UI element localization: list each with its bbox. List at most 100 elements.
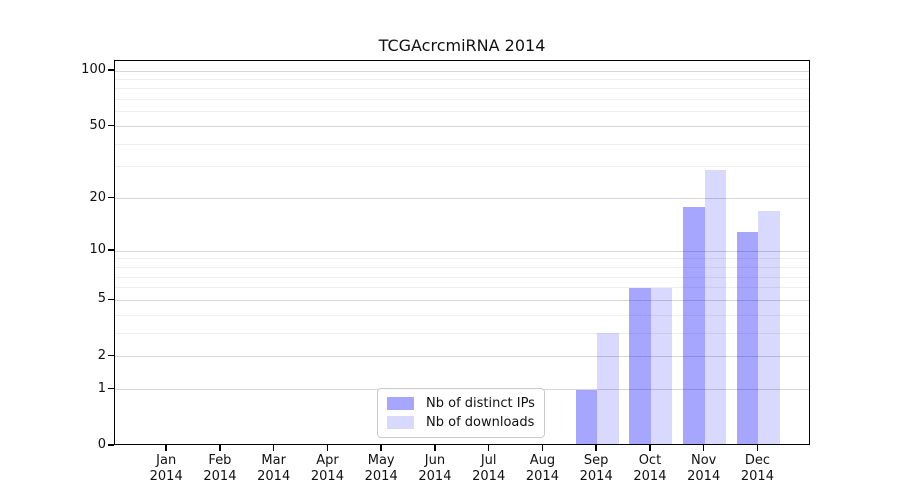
y-tick-label: 0 xyxy=(97,437,106,452)
x-tick-label: May 2014 xyxy=(349,453,413,485)
x-tick-month: Feb xyxy=(208,453,232,468)
y-tick-mark xyxy=(108,124,114,127)
x-tick-mark xyxy=(380,445,382,451)
x-tick-month: Jun xyxy=(424,453,446,468)
y-tick-label: 100 xyxy=(81,62,106,77)
x-tick-label: Dec 2014 xyxy=(725,453,789,485)
x-tick-month: Sep xyxy=(583,453,609,468)
legend-row-downloads: Nb of downloads xyxy=(387,415,534,430)
gridline-minor xyxy=(115,111,809,113)
x-tick-year: 2014 xyxy=(633,469,667,484)
x-tick-label: Apr 2014 xyxy=(295,453,359,485)
x-tick-label: Jun 2014 xyxy=(403,453,467,485)
y-tick-label: 20 xyxy=(89,189,106,205)
legend-row-distinct-ips: Nb of distinct IPs xyxy=(387,396,535,411)
x-tick-label: Oct 2014 xyxy=(618,453,682,485)
x-tick-month: Oct xyxy=(638,453,662,468)
x-tick-month: Jul xyxy=(480,453,497,468)
bar-nb-of-distinct-ips-oct-2014 xyxy=(629,287,651,444)
gridline-minor xyxy=(115,99,809,101)
gridline-minor xyxy=(115,314,809,316)
x-tick-mark xyxy=(272,445,275,451)
gridline-major xyxy=(115,198,809,200)
x-tick-year: 2014 xyxy=(579,469,613,484)
y-tick-mark xyxy=(108,354,114,357)
x-tick-mark xyxy=(595,445,597,451)
y-tick-mark xyxy=(108,298,114,301)
legend: Nb of distinct IPs Nb of downloads xyxy=(377,388,545,438)
gridline-minor xyxy=(115,166,809,168)
x-tick-month: Mar xyxy=(261,453,286,468)
plot-area xyxy=(114,60,810,445)
y-tick-label: 5 xyxy=(97,291,106,307)
gridline-major xyxy=(115,250,809,252)
x-tick-year: 2014 xyxy=(472,469,506,484)
x-tick-month: May xyxy=(367,453,395,468)
legend-swatch-downloads xyxy=(387,416,414,429)
gridline-minor xyxy=(115,258,809,260)
bar-nb-of-downloads-sep-2014 xyxy=(597,333,619,444)
gridline-minor xyxy=(115,78,809,80)
bar-nb-of-distinct-ips-dec-2014 xyxy=(736,231,759,444)
x-tick-mark xyxy=(219,445,221,451)
x-tick-month: Aug xyxy=(529,453,556,468)
x-tick-month: Dec xyxy=(744,453,771,468)
x-tick-mark xyxy=(541,445,544,451)
chart-title: TCGAcrcmiRNA 2014 xyxy=(378,36,546,55)
y-tick-label: 50 xyxy=(89,117,106,133)
gridline-major xyxy=(115,356,809,358)
x-tick-year: 2014 xyxy=(687,469,721,484)
y-tick-mark xyxy=(108,249,114,251)
gridline-minor xyxy=(115,332,809,334)
x-tick-label: Mar 2014 xyxy=(242,453,306,485)
x-tick-label: Nov 2014 xyxy=(672,453,736,485)
bar-nb-of-downloads-nov-2014 xyxy=(704,169,727,444)
legend-label-downloads: Nb of downloads xyxy=(426,415,535,430)
y-tick-mark xyxy=(108,196,114,199)
gridline-minor xyxy=(115,143,809,145)
bar-nb-of-downloads-dec-2014 xyxy=(758,211,780,444)
y-tick-mark xyxy=(108,444,114,446)
x-tick-month: Apr xyxy=(316,453,339,468)
x-tick-mark xyxy=(165,445,167,451)
x-tick-year: 2014 xyxy=(525,469,559,484)
x-tick-label: Jan 2014 xyxy=(134,453,198,485)
y-tick-label: 2 xyxy=(97,347,106,363)
x-tick-year: 2014 xyxy=(149,469,183,484)
gridline-minor xyxy=(115,287,809,289)
x-tick-year: 2014 xyxy=(310,469,344,484)
x-tick-year: 2014 xyxy=(203,469,237,484)
x-tick-year: 2014 xyxy=(740,469,774,484)
x-tick-label: Feb 2014 xyxy=(188,453,252,485)
x-tick-label: Jul 2014 xyxy=(457,453,521,485)
x-tick-month: Jan xyxy=(156,453,177,468)
legend-swatch-distinct-ips xyxy=(387,397,414,410)
bar-nb-of-distinct-ips-nov-2014 xyxy=(683,206,705,444)
bar-nb-of-distinct-ips-sep-2014 xyxy=(575,389,598,444)
gridline-major xyxy=(115,126,809,128)
legend-label-distinct-ips: Nb of distinct IPs xyxy=(426,396,535,411)
x-tick-label: Aug 2014 xyxy=(510,453,574,485)
x-tick-mark xyxy=(434,445,436,451)
gridline-major xyxy=(115,70,809,72)
x-tick-mark xyxy=(487,445,490,451)
x-tick-mark xyxy=(702,445,705,451)
gridline-minor xyxy=(115,88,809,90)
x-tick-year: 2014 xyxy=(364,469,398,484)
y-tick-label: 10 xyxy=(89,242,106,258)
y-tick-label: 1 xyxy=(97,380,106,396)
x-tick-mark xyxy=(326,445,329,451)
y-tick-mark xyxy=(108,387,114,390)
x-tick-month: Nov xyxy=(691,453,717,468)
gridline-minor xyxy=(115,266,809,268)
x-tick-label: Sep 2014 xyxy=(564,453,628,485)
x-tick-mark xyxy=(649,445,651,451)
gridline-minor xyxy=(115,276,809,278)
x-tick-year: 2014 xyxy=(418,469,452,484)
bar-nb-of-downloads-oct-2014 xyxy=(650,287,673,444)
gridline-major xyxy=(115,299,809,301)
x-tick-year: 2014 xyxy=(257,469,291,484)
y-tick-mark xyxy=(108,69,114,71)
x-tick-mark xyxy=(756,445,759,451)
